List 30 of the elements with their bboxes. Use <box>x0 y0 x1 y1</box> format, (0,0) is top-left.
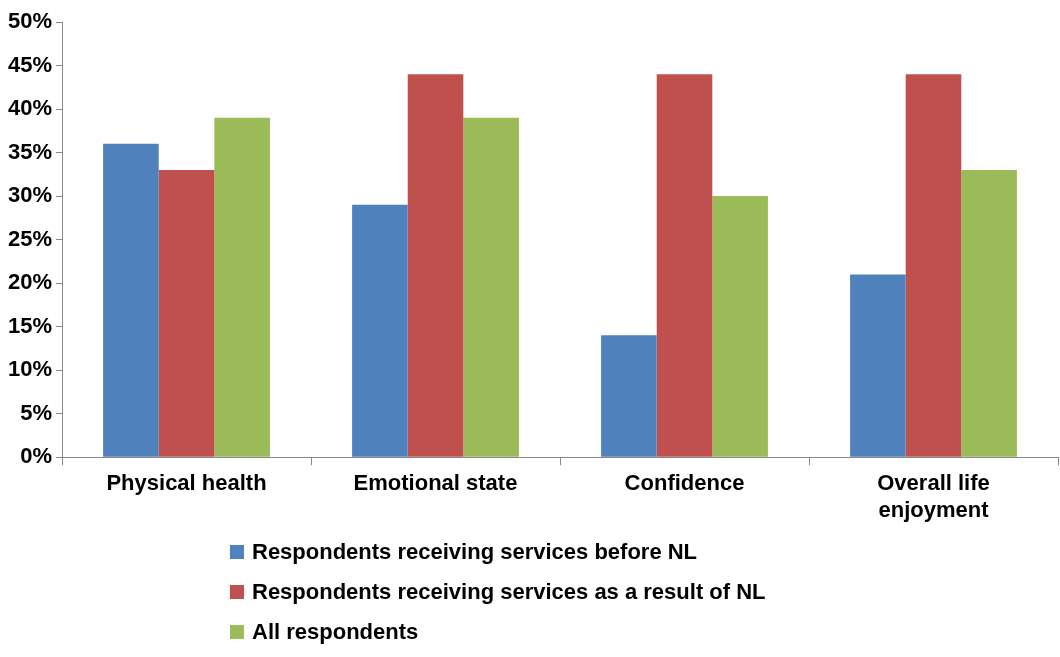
bar <box>103 143 159 457</box>
bar <box>656 74 713 457</box>
y-tick-label: 45% <box>7 51 53 77</box>
bar <box>407 74 464 457</box>
y-tick-label: 25% <box>7 225 53 251</box>
y-tick-label: 35% <box>7 138 53 164</box>
x-tick-label: Overall life enjoyment <box>877 470 990 522</box>
y-tick-label: 10% <box>7 356 53 382</box>
bar <box>463 117 519 457</box>
y-tick-label: 50% <box>7 8 53 34</box>
y-tick-label: 5% <box>20 399 53 425</box>
y-tick-label: 20% <box>7 269 53 295</box>
legend-label: Respondents receiving services as a result of NL <box>252 579 766 605</box>
y-tick-label: 40% <box>7 95 53 121</box>
y-tick-label: 15% <box>7 312 53 338</box>
y-tick-label: 0% <box>20 443 53 469</box>
bar <box>214 117 270 457</box>
bar <box>850 274 906 457</box>
bar <box>352 204 408 457</box>
bar <box>961 169 1017 457</box>
x-tick-label: Emotional state <box>353 470 518 496</box>
x-tick-label: Physical health <box>106 470 267 496</box>
bar <box>712 196 768 457</box>
x-tick-label: Confidence <box>624 470 745 496</box>
legend-label: All respondents <box>252 619 419 645</box>
bar <box>905 74 962 457</box>
bar <box>601 335 657 457</box>
y-tick-label: 30% <box>7 182 53 208</box>
legend-label: Respondents receiving services before NL <box>252 539 698 565</box>
bar <box>158 169 215 457</box>
